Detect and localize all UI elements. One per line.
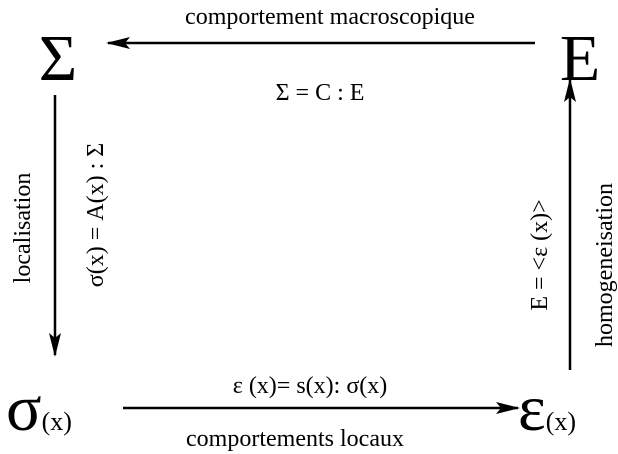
edge-equation: E = <ε (x)>	[527, 199, 553, 310]
edge-equation: ε (x)= s(x): σ(x)	[233, 373, 388, 399]
node-suffix: (x)	[546, 407, 576, 436]
edge-equation: σ(x) = A(x) : Σ	[83, 143, 109, 287]
edge-label: localisation	[10, 173, 36, 284]
edge-label: homogeneisation	[592, 183, 618, 347]
node-sigma: Σ	[39, 22, 77, 95]
node-suffix: (x)	[42, 407, 72, 436]
node-symbol: ε	[518, 372, 546, 445]
node-epsilon-x: ε(x)	[518, 372, 576, 445]
node-symbol: σ	[6, 372, 42, 445]
node-e: E	[560, 22, 600, 95]
edge-label: comportement macroscopique	[185, 4, 475, 30]
edge-label: comportements locaux	[186, 426, 404, 452]
node-sigma-x: σ(x)	[6, 372, 72, 445]
edge-equation: Σ = C : E	[276, 80, 365, 106]
